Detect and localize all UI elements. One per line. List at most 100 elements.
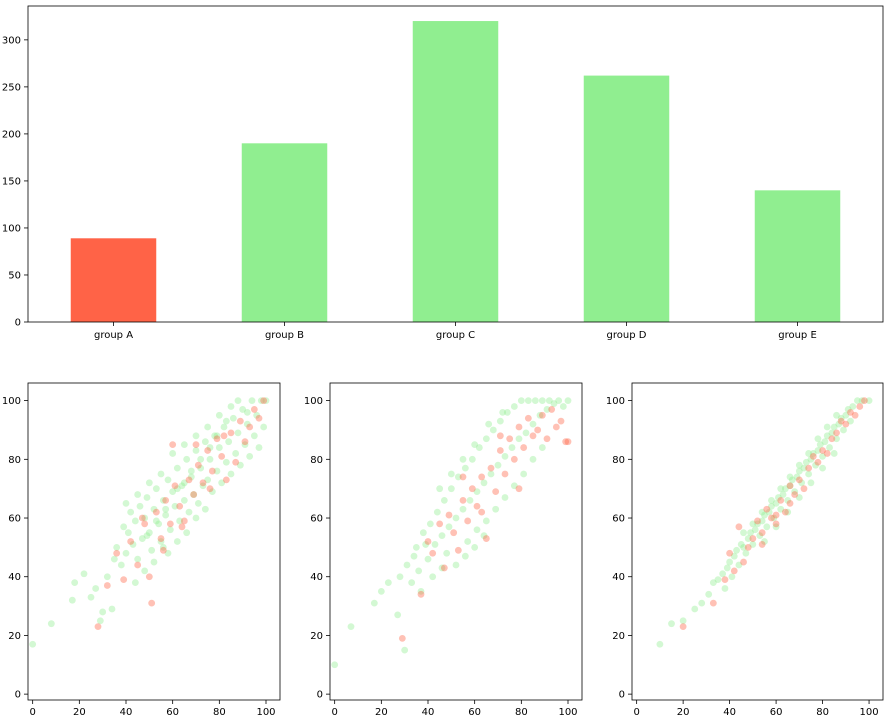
point-green [784,497,792,504]
point-red [127,538,135,545]
point-green [466,497,474,504]
point-green [779,491,787,498]
point-green [758,517,766,525]
point-green [471,441,479,449]
point-green [171,502,179,510]
x-tick-label: 40 [723,707,736,718]
point-green [426,520,434,528]
point-red [534,426,542,434]
point-green [844,406,852,413]
point-green [396,573,404,581]
x-tick-label: group B [265,330,304,341]
y-tick-label: 40 [8,572,21,583]
point-green [260,423,268,431]
point-green [197,455,205,463]
point-green [134,491,142,498]
point-red [506,435,514,443]
x-tick-label: 40 [422,707,435,718]
x-tick-label: 20 [677,707,690,718]
point-green [807,455,815,463]
point-red [524,414,532,422]
y-tick-label: 60 [8,514,21,525]
point-green [141,514,149,522]
point-red [562,438,570,446]
point-green [728,573,736,581]
point-red [199,479,207,487]
point-green [679,617,687,625]
point-red [786,499,794,507]
point-green [770,514,778,522]
point-green [793,473,801,481]
point-green [501,494,509,501]
point-red [169,441,177,449]
point-green [765,508,773,516]
point-green [246,452,254,460]
point-red [459,497,467,504]
point-red [220,432,228,440]
point-green [840,426,847,434]
point-green [150,558,158,566]
point-green [798,479,806,487]
point-red [241,438,249,446]
point-green [183,529,191,537]
point-red [548,406,556,413]
y-tick-label: 40 [612,572,625,583]
point-green [471,543,479,551]
x-tick-label: 0 [331,707,337,718]
point-red [819,447,826,454]
x-tick-label: 100 [256,707,275,718]
point-green [751,526,759,534]
point-red [185,476,193,484]
point-red [190,491,198,498]
point-green [166,526,174,534]
point-green [215,444,223,451]
point-red [487,464,495,472]
point-red [777,497,785,504]
bar-axes-frame [27,5,884,323]
scatter-chart-3: 0 20 40 60 80 100 0 20 40 60 80 100 [606,382,884,718]
point-green [823,423,831,431]
point-red [204,447,212,454]
point-green [143,532,151,540]
point-green [740,529,747,537]
point-green [262,397,270,405]
point-red [473,502,481,510]
point-green [206,444,214,451]
point-red [758,541,766,548]
point-red [171,482,179,490]
point-green [213,467,221,475]
point-green [208,488,216,496]
point-green [480,532,488,540]
point-green [721,585,729,592]
point-green [169,488,177,496]
point-green [433,508,441,516]
point-green [461,552,469,560]
point-green [809,450,817,457]
point-green [250,432,258,440]
point-green [197,464,205,472]
point-green [415,567,423,575]
point-red [679,623,687,631]
y-tick-label: 50 [8,270,21,281]
point-green [772,523,780,531]
x-tick-label: group E [778,330,817,341]
point-green [691,605,699,613]
point-red [236,417,244,425]
point-green [464,538,472,545]
point-red [157,535,165,542]
point-red [496,432,504,440]
point-green [828,429,836,437]
point-green [331,661,339,669]
point-green [545,397,553,405]
point-green [408,579,416,586]
point-red [424,538,432,545]
point-green [826,444,833,451]
point-green [159,543,167,551]
point-green [459,455,467,463]
point-green [431,541,439,548]
point-green [538,444,546,451]
point-green [241,441,249,449]
point-green [201,505,209,513]
point-red [520,444,528,451]
